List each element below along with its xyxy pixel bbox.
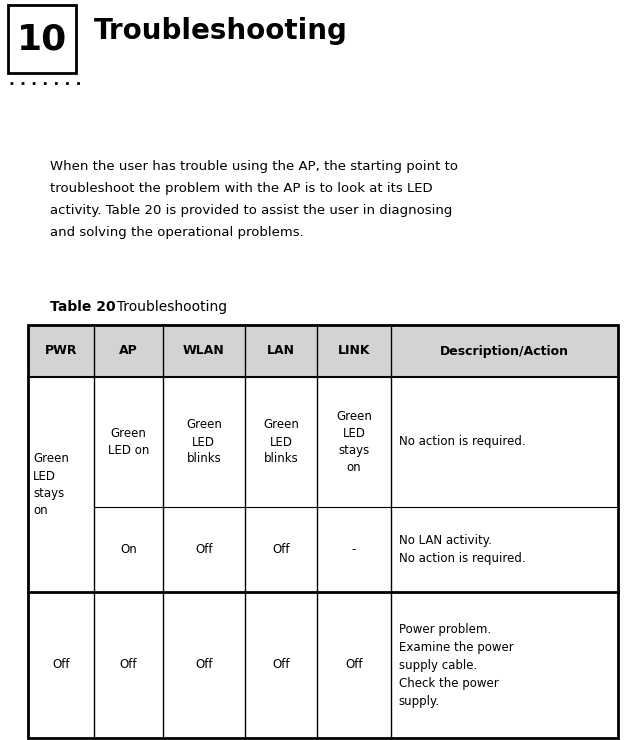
Text: Off: Off: [52, 659, 70, 671]
Text: LAN: LAN: [267, 345, 295, 357]
Text: WLAN: WLAN: [183, 345, 225, 357]
Text: 10: 10: [17, 22, 67, 56]
Text: Green
LED
stays
on: Green LED stays on: [33, 452, 69, 517]
Text: activity. Table 20 is provided to assist the user in diagnosing: activity. Table 20 is provided to assist…: [50, 204, 452, 217]
Bar: [8, 5, 76, 73]
Text: Green
LED
blinks: Green LED blinks: [263, 419, 299, 465]
Text: Green
LED on: Green LED on: [108, 427, 149, 457]
Text: and solving the operational problems.: and solving the operational problems.: [50, 226, 304, 239]
Text: When the user has trouble using the AP, the starting point to: When the user has trouble using the AP, …: [50, 160, 458, 173]
Text: Description/Action: Description/Action: [440, 345, 569, 357]
Text: Green
LED
stays
on: Green LED stays on: [336, 410, 372, 474]
Text: Table 20: Table 20: [50, 300, 115, 314]
Text: On: On: [120, 543, 137, 556]
Bar: [28, 325, 618, 377]
Text: Troubleshooting: Troubleshooting: [108, 300, 227, 314]
Text: LINK: LINK: [338, 345, 370, 357]
Text: Green
LED
blinks: Green LED blinks: [186, 419, 221, 465]
Text: No LAN activity.
No action is required.: No LAN activity. No action is required.: [399, 534, 526, 565]
Text: -: -: [352, 543, 356, 556]
Text: Troubleshooting: Troubleshooting: [94, 17, 348, 45]
Text: Off: Off: [345, 659, 363, 671]
Text: AP: AP: [119, 345, 138, 357]
Bar: [28, 325, 618, 738]
Text: PWR: PWR: [45, 345, 77, 357]
Text: troubleshoot the problem with the AP is to look at its LED: troubleshoot the problem with the AP is …: [50, 182, 433, 195]
Text: No action is required.: No action is required.: [399, 436, 526, 448]
Text: Off: Off: [195, 659, 213, 671]
Text: Power problem.
Examine the power
supply cable.
Check the power
supply.: Power problem. Examine the power supply …: [399, 622, 514, 707]
Text: Off: Off: [119, 659, 137, 671]
Text: Off: Off: [273, 659, 290, 671]
Text: Off: Off: [195, 543, 213, 556]
Text: Off: Off: [273, 543, 290, 556]
